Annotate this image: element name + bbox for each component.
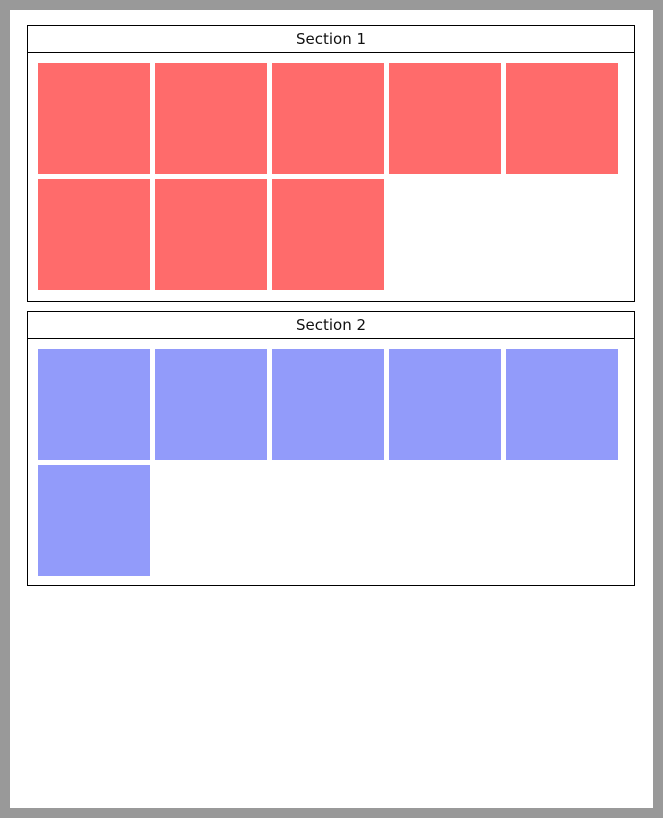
section-1-title: Section 1	[295, 30, 367, 48]
section-2-header: Section 2	[28, 312, 634, 339]
section-2-tile	[388, 348, 501, 460]
section-1-tile	[271, 178, 384, 290]
section-1-tile	[37, 178, 150, 290]
document-page: Section 1 Section 2	[10, 10, 653, 808]
section-1-tile	[388, 62, 501, 174]
section-1-panel: Section 1	[27, 25, 635, 302]
section-1-header: Section 1	[28, 26, 634, 53]
section-1-tile-grid	[28, 53, 634, 302]
section-2-tile-grid	[28, 339, 634, 588]
section-2-tile	[37, 348, 150, 460]
section-2-title: Section 2	[295, 316, 367, 334]
section-1-tile	[271, 62, 384, 174]
section-2-tile	[505, 348, 618, 460]
section-1-tile	[154, 62, 267, 174]
section-2-tile	[154, 348, 267, 460]
section-2-panel: Section 2	[27, 311, 635, 586]
section-2-tile	[271, 348, 384, 460]
section-1-tile	[505, 62, 618, 174]
section-1-tile	[154, 178, 267, 290]
section-2-tile	[37, 464, 150, 576]
section-1-tile	[37, 62, 150, 174]
